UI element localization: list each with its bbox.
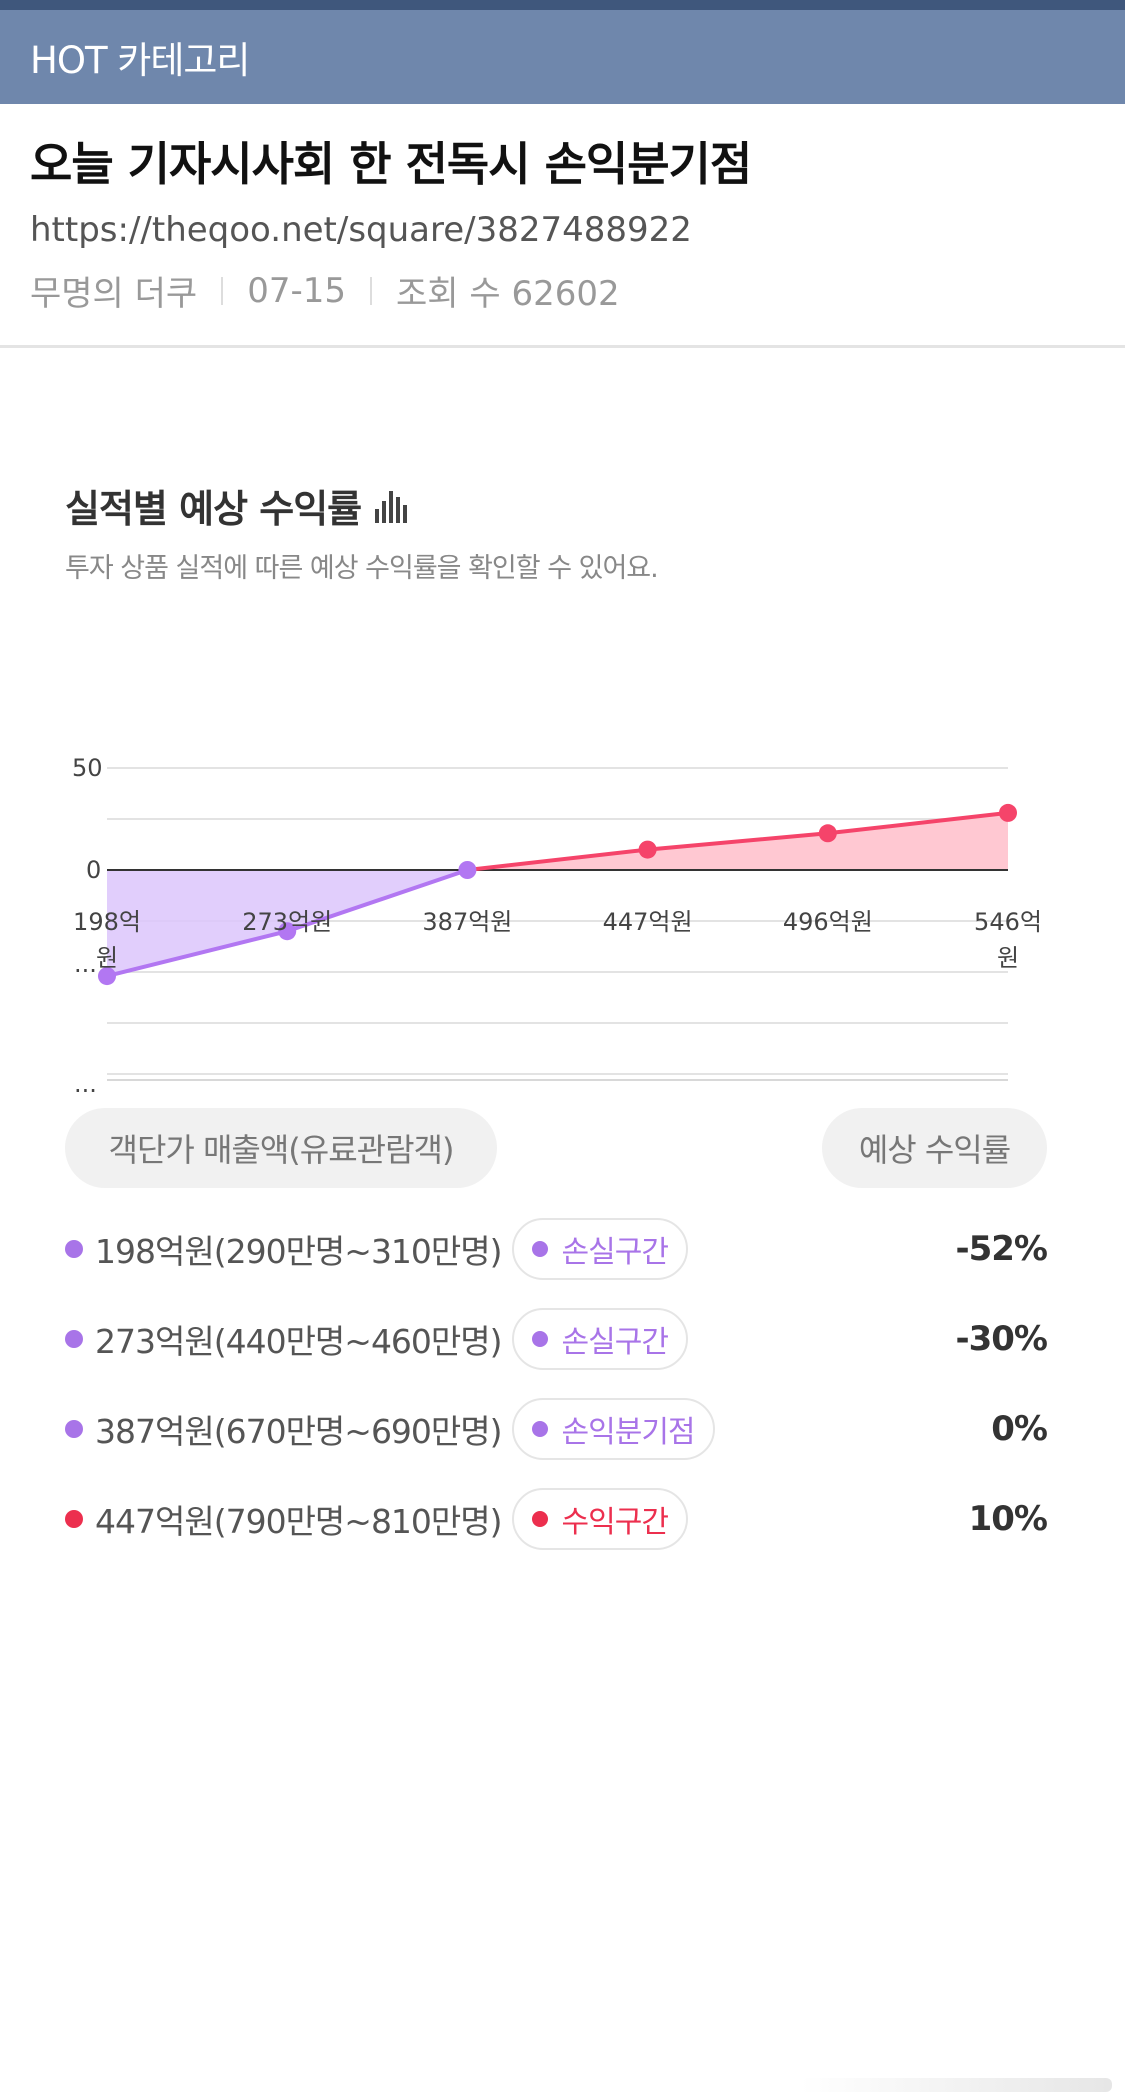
table-row: 387억원(670만명~690만명) 손익분기점 0% xyxy=(65,1394,1048,1464)
table-header-revenue: 객단가 매출액(유료관람객) xyxy=(65,1108,497,1188)
x-tick-label: 447억원 xyxy=(603,908,693,936)
table-header-return-label: 예상 수익률 xyxy=(858,1131,1011,1169)
row-return-value: 10% xyxy=(968,1499,1048,1539)
x-tick-label: 496억원 xyxy=(783,908,873,936)
meta-divider xyxy=(221,276,224,305)
badge-dot-icon xyxy=(531,1511,548,1527)
row-status-badge: 손익분기점 xyxy=(511,1398,715,1460)
badge-dot-icon xyxy=(531,1241,548,1257)
data-point xyxy=(818,824,837,843)
y-tick-label: ... xyxy=(74,950,97,978)
row-status-text: 손익분기점 xyxy=(561,1415,696,1450)
hot-category-label[interactable]: HOT 카테고리 xyxy=(30,39,250,82)
row-status-text: 수익구간 xyxy=(561,1505,669,1540)
table-header-revenue-label: 객단가 매출액(유료관람객) xyxy=(108,1131,455,1169)
x-tick-label: 198억 xyxy=(73,908,141,936)
bar-chart-icon xyxy=(375,489,410,523)
row-status-badge: 수익구간 xyxy=(511,1488,688,1550)
post-header: 오늘 기자시사회 한 전독시 손익분기점 https://theqoo.net/… xyxy=(0,104,1125,348)
section-subtitle: 투자 상품 실적에 따른 예상 수익률을 확인할 수 있어요. xyxy=(65,553,659,584)
y-tick-label: ... xyxy=(74,1070,97,1098)
x-tick-label-wrap: 원 xyxy=(96,944,118,972)
post-meta: 무명의 더쿠 07-15 조회 수 62602 xyxy=(30,266,1095,315)
row-return-value: -30% xyxy=(955,1319,1048,1359)
data-point xyxy=(98,967,116,986)
table-header-return: 예상 수익률 xyxy=(822,1108,1047,1188)
row-status-badge: 손실구간 xyxy=(511,1218,688,1280)
row-return-value: 0% xyxy=(991,1409,1048,1449)
data-point xyxy=(999,803,1017,822)
data-point xyxy=(638,840,657,859)
meta-divider xyxy=(370,276,373,305)
post-url[interactable]: https://theqoo.net/square/3827488922 xyxy=(30,210,692,250)
status-strip xyxy=(0,0,1125,10)
y-tick-label: 50 xyxy=(72,754,103,782)
hot-category-bar[interactable]: HOT 카테고리 xyxy=(0,10,1125,104)
y-tick-label: 0 xyxy=(86,856,101,884)
data-point xyxy=(458,861,477,879)
data-point xyxy=(278,922,297,941)
section-title: 실적별 예상 수익률 xyxy=(65,478,410,533)
row-status-text: 손실구간 xyxy=(561,1325,669,1360)
row-marker-icon xyxy=(65,1510,83,1528)
post-date: 07-15 xyxy=(247,270,347,311)
x-tick-label-wrap: 원 xyxy=(997,944,1019,972)
x-tick-label: 387억원 xyxy=(422,908,512,936)
x-tick-label: 546억 xyxy=(974,908,1042,936)
row-revenue-label: 198억원(290만명~310만명) xyxy=(95,1232,503,1271)
table-row: 447억원(790만명~810만명) 수익구간 10% xyxy=(65,1484,1048,1554)
profit-line xyxy=(467,810,1009,872)
row-return-value: -52% xyxy=(955,1229,1048,1269)
badge-dot-icon xyxy=(531,1331,548,1347)
row-status-badge: 손실구간 xyxy=(511,1308,688,1370)
post-views: 조회 수 62602 xyxy=(396,274,620,314)
row-marker-icon xyxy=(65,1330,83,1348)
scroll-fade xyxy=(800,2078,1112,2092)
row-revenue-label: 447억원(790만명~810만명) xyxy=(95,1502,503,1541)
row-revenue-label: 387억원(670만명~690만명) xyxy=(95,1412,503,1451)
row-marker-icon xyxy=(65,1420,83,1438)
badge-dot-icon xyxy=(531,1421,548,1437)
post-content: 실적별 예상 수익률 투자 상품 실적에 따른 예상 수익률을 확인할 수 있어… xyxy=(0,348,1125,2092)
row-status-text: 손실구간 xyxy=(561,1235,669,1270)
section-title-text: 실적별 예상 수익률 xyxy=(65,487,362,531)
row-marker-icon xyxy=(65,1240,83,1258)
post-title: 오늘 기자시사회 한 전독시 손익분기점 xyxy=(30,137,752,191)
row-revenue-label: 273억원(440만명~460만명) xyxy=(95,1322,503,1361)
post-author: 무명의 더쿠 xyxy=(30,274,198,314)
table-row: 273억원(440만명~460만명) 손실구간 -30% xyxy=(65,1304,1048,1374)
x-tick-label: 273억원 xyxy=(242,908,332,936)
table-row: 198억원(290만명~310만명) 손실구간 -52% xyxy=(65,1214,1048,1284)
